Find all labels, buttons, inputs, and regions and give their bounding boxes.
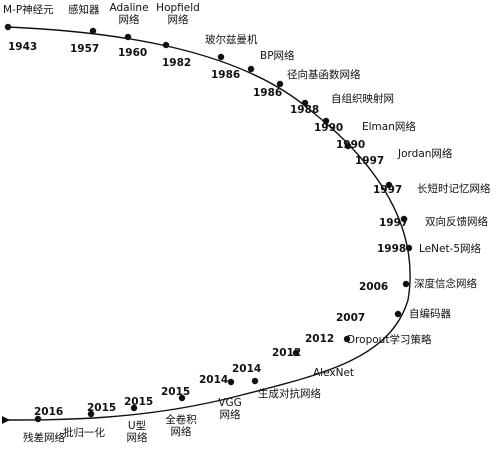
milestone-name: BP网络 [260, 50, 295, 62]
timeline-dot [162, 41, 170, 49]
timeline-dot [227, 378, 235, 386]
timeline-dot [87, 410, 95, 418]
timeline-dot [322, 117, 330, 125]
milestone-year: 1997 [379, 217, 409, 229]
milestone-name: 自组织映射网 [331, 93, 394, 105]
milestone-year: 1982 [162, 57, 192, 69]
milestone-name: M-P神经元 [3, 4, 54, 16]
milestone-name: 生成对抗网络 [258, 388, 321, 400]
milestone-year: 2015 [124, 396, 154, 408]
milestone-year: 1957 [70, 43, 100, 55]
milestone-name: 自编码器 [409, 308, 451, 320]
milestone-year: 1990 [314, 122, 344, 134]
milestone-year: 1998 [377, 243, 407, 255]
milestone-name: 径向基函数网络 [287, 69, 361, 81]
timeline-dot [247, 65, 255, 73]
timeline-dot [178, 394, 186, 402]
timeline-dot [4, 23, 12, 31]
milestone-name: Jordan网络 [398, 148, 453, 160]
milestone-name: 玻尔兹曼机 [205, 34, 258, 46]
milestone-year: 1986 [211, 69, 241, 81]
milestone-year: 2007 [336, 312, 366, 324]
timeline-dot [292, 349, 300, 357]
milestone-year: 2015 [161, 386, 191, 398]
milestone-year: 2014 [199, 374, 229, 386]
milestone-name: Elman网络 [362, 121, 416, 133]
timeline-dot [130, 404, 138, 412]
timeline-dot [394, 310, 402, 318]
milestone-year: 1988 [290, 104, 320, 116]
milestone-name: VGG 网络 [218, 397, 242, 421]
milestone-year: 2015 [87, 402, 117, 414]
milestone-name: 全卷积 网络 [165, 414, 197, 438]
milestone-year: 1943 [8, 41, 38, 53]
milestone-year: 1960 [118, 47, 148, 59]
timeline-dot [276, 80, 284, 88]
milestone-name: Dropout学习策略 [347, 334, 432, 346]
timeline-dot [124, 33, 132, 41]
milestone-name: U型 网络 [126, 420, 148, 444]
timeline-dot [405, 244, 413, 252]
timeline-dot [301, 99, 309, 107]
milestone-name: 感知器 [68, 4, 100, 16]
milestone-year: 1997 [373, 184, 403, 196]
milestone-name: LeNet-5网络 [419, 243, 482, 255]
timeline-dots [4, 23, 413, 423]
milestone-name: Adaline 网络 [109, 2, 149, 26]
milestone-year: 2014 [232, 363, 262, 375]
milestone-year: 1997 [355, 155, 385, 167]
milestone-name: 双向反馈网络 [425, 216, 488, 228]
milestone-name: Hopfield 网络 [156, 2, 200, 26]
timeline-dot [385, 181, 393, 189]
milestone-year: 2012 [305, 333, 335, 345]
milestone-name: 长短时记忆网络 [417, 183, 491, 195]
timeline-dot [344, 142, 352, 150]
milestone-year: 2006 [359, 281, 389, 293]
milestone-year: 1986 [253, 87, 283, 99]
timeline-dot [251, 377, 259, 385]
milestone-year: 1990 [336, 139, 366, 151]
timeline-curve [1, 26, 411, 425]
timeline-dot [34, 415, 42, 423]
timeline-dot [402, 280, 410, 288]
milestone-name: 深度信念网络 [414, 278, 477, 290]
milestone-name: 残差网络 [23, 432, 65, 444]
timeline-dot [400, 215, 408, 223]
timeline-dot [217, 53, 225, 61]
milestone-year: 2012 [272, 347, 302, 359]
timeline-dot [89, 27, 97, 35]
milestone-name: 批归一化 [63, 427, 105, 439]
milestone-year: 2016 [34, 406, 64, 418]
milestone-name: AlexNet [313, 367, 355, 379]
timeline-dot [343, 335, 351, 343]
